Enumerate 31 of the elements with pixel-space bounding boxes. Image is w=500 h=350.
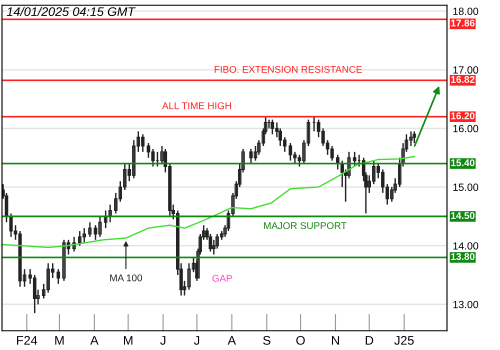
x-tick-label: O — [296, 336, 305, 345]
annotation: GAP — [212, 274, 232, 282]
x-tick-label: J — [194, 336, 200, 345]
x-tick-label: J25 — [394, 336, 414, 345]
ref-line-label: 17.86 — [451, 20, 475, 26]
x-tick-label: D — [366, 336, 374, 345]
line-series — [2, 156, 416, 248]
x-tick-label: A — [228, 336, 236, 345]
x-tick-label: S — [263, 336, 270, 345]
x-tick-label: M — [124, 336, 132, 345]
y-tick-label: 14.00 — [453, 242, 478, 250]
annotation: MA 100 — [110, 274, 142, 282]
annotation: MAJOR SUPPORT — [264, 222, 347, 230]
ref-line-label: 13.80 — [451, 253, 474, 260]
x-tick-label: M — [55, 336, 64, 345]
y-tick-label: 15.00 — [453, 184, 478, 191]
x-tick-label: J — [160, 336, 166, 345]
annotation: 14/01/2025 04:15 GMT — [6, 6, 136, 16]
ref-line-label: 15.40 — [451, 159, 474, 166]
x-tick-label: A — [90, 336, 99, 345]
annotation: FIBO. EXTENSION RESISTANCE — [214, 66, 362, 73]
y-tick-label: 18.00 — [453, 8, 478, 15]
y-tick-label: 13.00 — [453, 300, 478, 308]
ref-line-label: 16.20 — [451, 112, 474, 120]
y-tick-label: 16.00 — [453, 124, 478, 132]
x-tick-label: F24 — [17, 336, 38, 345]
annotation: ALL TIME HIGH — [162, 102, 231, 110]
y-tick-label: 17.00 — [453, 66, 478, 74]
ref-line-label: 16.82 — [451, 76, 474, 83]
x-tick-label: N — [332, 336, 339, 345]
ref-line-label: 14.50 — [451, 212, 474, 219]
